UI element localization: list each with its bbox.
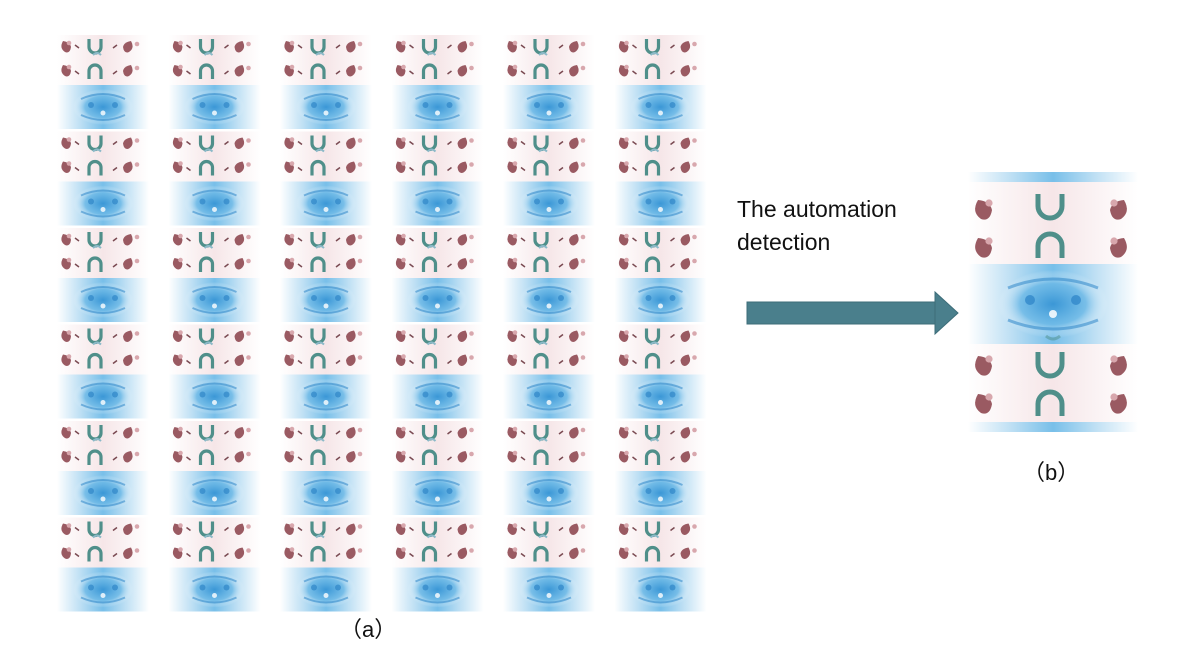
caption-b: （b）: [1023, 460, 1080, 485]
pattern-tile: [612, 226, 709, 324]
pattern-tile: [501, 419, 597, 517]
tiled-pattern-grid: [55, 33, 709, 614]
pattern-tile: [501, 322, 597, 421]
pattern-tile: [389, 226, 486, 324]
single-pattern-unit: [968, 172, 1138, 432]
pattern-tile: [278, 33, 374, 131]
pattern-tile: [389, 419, 486, 517]
pattern-tile: [55, 515, 151, 614]
pattern-tile: [278, 322, 374, 421]
pattern-tile: [278, 226, 374, 324]
pattern-tile: [278, 419, 374, 517]
pattern-tile: [501, 33, 597, 131]
pattern-tile: [389, 515, 486, 614]
right-arrow-icon: [746, 290, 959, 336]
pattern-tile: [612, 515, 709, 614]
pattern-tile: [501, 515, 597, 614]
pattern-tile: [389, 322, 486, 421]
pattern-tile: [166, 226, 263, 324]
pattern-tile: [166, 515, 263, 614]
arrow-label: The automation detection: [737, 193, 977, 259]
pattern-tile: [55, 226, 151, 324]
pattern-tile: [55, 33, 151, 131]
pattern-tile: [612, 419, 709, 517]
pattern-tile: [501, 129, 597, 228]
pattern-tile: [55, 419, 151, 517]
pattern-tile: [389, 129, 486, 228]
pattern-tile: [612, 322, 709, 421]
pattern-tile: [278, 129, 374, 228]
arrow-label-line-2: detection: [737, 229, 831, 255]
pattern-tile: [501, 226, 597, 324]
pattern-tile: [166, 322, 263, 421]
pattern-tile: [55, 322, 151, 421]
pattern-tile: [166, 129, 263, 228]
pattern-tile: [166, 33, 263, 131]
pattern-tile: [612, 129, 709, 228]
pattern-tile: [55, 129, 151, 228]
pattern-tile: [166, 419, 263, 517]
pattern-tile: [612, 33, 709, 131]
pattern-tile: [278, 515, 374, 614]
pattern-tile: [389, 33, 486, 131]
arrow-label-line-1: The automation: [737, 196, 897, 222]
caption-a: （a）: [340, 617, 397, 642]
